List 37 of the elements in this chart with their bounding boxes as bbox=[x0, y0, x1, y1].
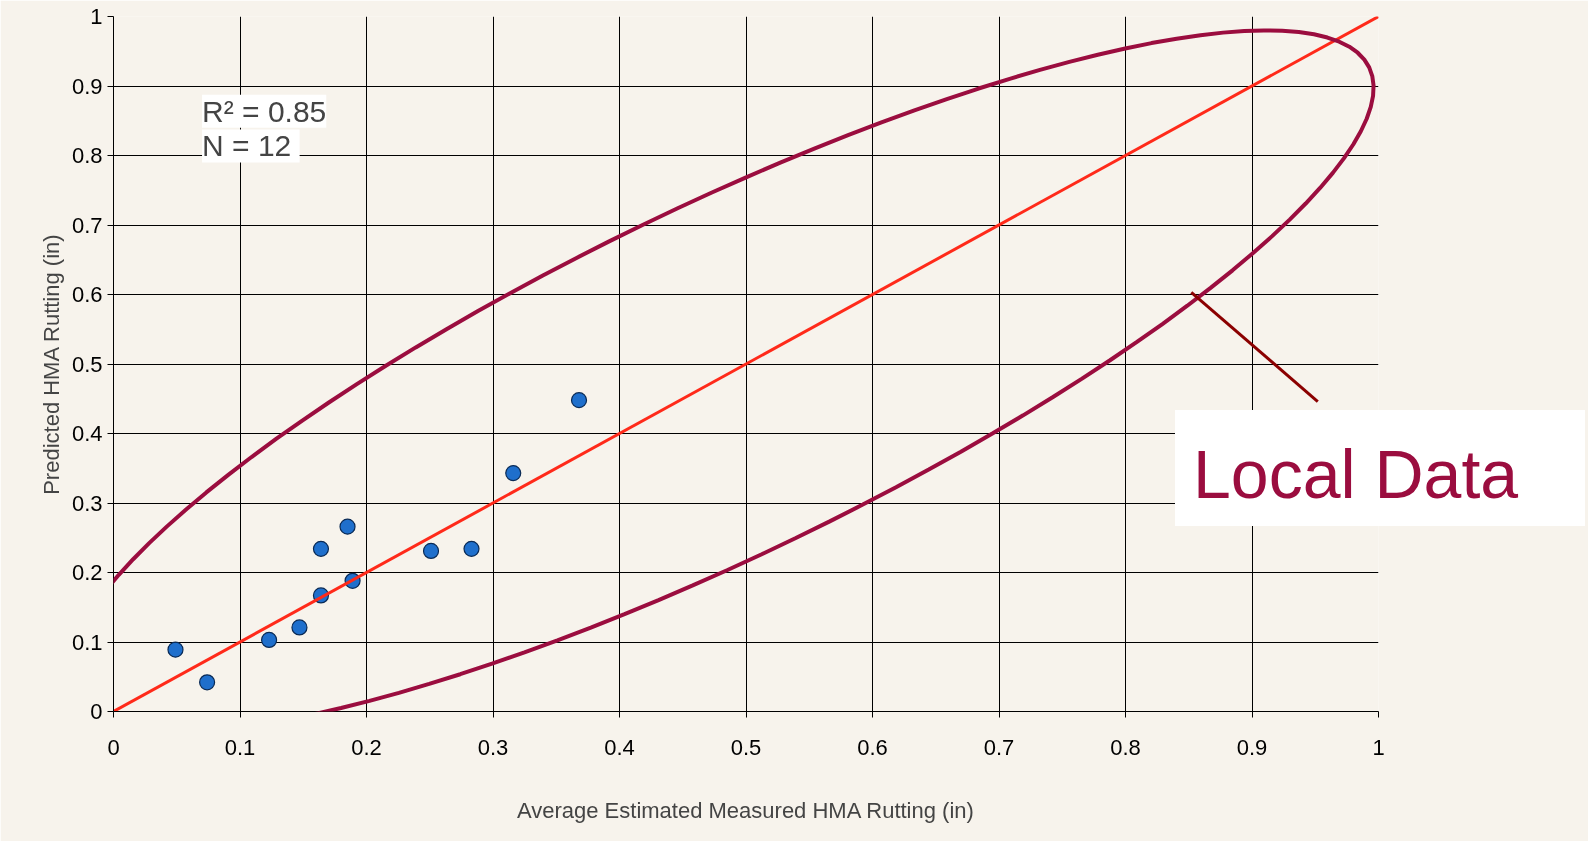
point bbox=[312, 540, 330, 557]
y-tick-label: 0.1 bbox=[71, 629, 103, 655]
y-tick-label: 1 bbox=[90, 4, 103, 29]
y-tick-label: 0.8 bbox=[71, 143, 103, 168]
x-tick-label: 0.1 bbox=[224, 734, 256, 760]
x-tick-label: 0.6 bbox=[857, 734, 888, 760]
x-tick-label: 0.7 bbox=[983, 734, 1015, 760]
y-tick-label: 0.5 bbox=[71, 351, 103, 377]
x-tick-label: 0 bbox=[107, 734, 120, 760]
x-tick-label: 0.4 bbox=[604, 734, 635, 760]
y-tick-label: 0.2 bbox=[71, 560, 103, 585]
point bbox=[261, 631, 278, 648]
x-tick-label: 0.8 bbox=[1110, 734, 1141, 760]
y-tick-label: 0.3 bbox=[71, 490, 103, 516]
y-tick-label: 0.7 bbox=[71, 212, 103, 238]
x-tick-label: 0.3 bbox=[477, 734, 509, 760]
y-tick-label: 0.4 bbox=[71, 421, 103, 446]
x-axis-title: Average Estimated Measured HMA Rutting (in) bbox=[516, 797, 974, 823]
x-tick-label: 0.5 bbox=[730, 734, 762, 760]
point bbox=[422, 542, 440, 560]
y-axis-title: Predicted HMA Rutting (in) bbox=[38, 234, 64, 495]
x-tick-label: 0.2 bbox=[351, 734, 382, 760]
y-tick-label: 0.9 bbox=[71, 73, 103, 99]
annotation: Local Data bbox=[1193, 435, 1519, 514]
annotation: R² = 0.85 bbox=[202, 94, 327, 128]
x-tick-label: 0.9 bbox=[1236, 734, 1268, 760]
point bbox=[505, 465, 522, 482]
x-tick-label: 1 bbox=[1372, 734, 1385, 760]
y-tick-label: 0 bbox=[90, 699, 103, 724]
point bbox=[291, 619, 308, 636]
annotation: N = 12 bbox=[202, 129, 292, 163]
point bbox=[570, 392, 588, 409]
y-tick-label: 0.6 bbox=[71, 282, 103, 307]
point bbox=[199, 674, 216, 691]
point bbox=[167, 641, 184, 658]
point bbox=[339, 518, 356, 535]
point bbox=[463, 540, 480, 557]
